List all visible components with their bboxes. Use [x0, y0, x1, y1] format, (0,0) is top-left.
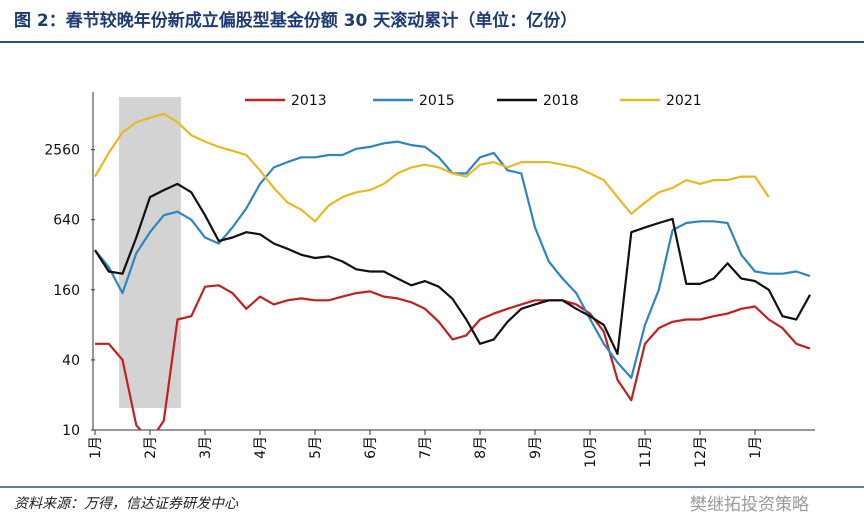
series-line	[94, 182, 811, 355]
x-tick-label: 9月	[528, 436, 544, 459]
x-tick-label: 11月	[638, 436, 654, 468]
plot	[94, 112, 811, 430]
shaded-range	[119, 97, 181, 408]
y-tick-label: 160	[53, 283, 80, 299]
y-tick-label: 10	[62, 423, 80, 439]
x-tick-label: 7月	[418, 436, 434, 459]
source: 资料来源：万得，信达证券研发中心	[14, 496, 239, 512]
y-tick-label: 640	[53, 213, 80, 229]
x-tick-label: 12月	[693, 436, 709, 468]
x-tick-label: 10月	[583, 436, 599, 468]
x-tick-label: 3月	[198, 436, 214, 459]
legend-label: 2015	[419, 93, 455, 109]
y-tick-label: 40	[62, 353, 80, 369]
x-tick-label: 8月	[473, 436, 489, 459]
watermark: 樊继拓投资策略	[690, 495, 809, 515]
x-tick-label: 5月	[308, 436, 324, 459]
x-tick-label: 2月	[143, 436, 159, 459]
series-line	[94, 140, 811, 379]
legend-label: 2018	[543, 93, 579, 109]
legend-label: 2013	[291, 93, 327, 109]
x-tick-label: 1月	[88, 436, 104, 459]
series-line	[95, 284, 811, 430]
chart-title: 图 2：春节较晚年份新成立偏股型基金份额 30 天滚动累计（单位：亿份）	[14, 10, 577, 31]
x-tick-label: 1月	[748, 436, 764, 459]
x-tick-label: 6月	[363, 436, 379, 459]
x-tick-label: 4月	[253, 436, 269, 459]
y-tick-label: 2560	[44, 143, 80, 159]
legend-label: 2021	[666, 93, 702, 109]
series-line	[94, 112, 770, 223]
